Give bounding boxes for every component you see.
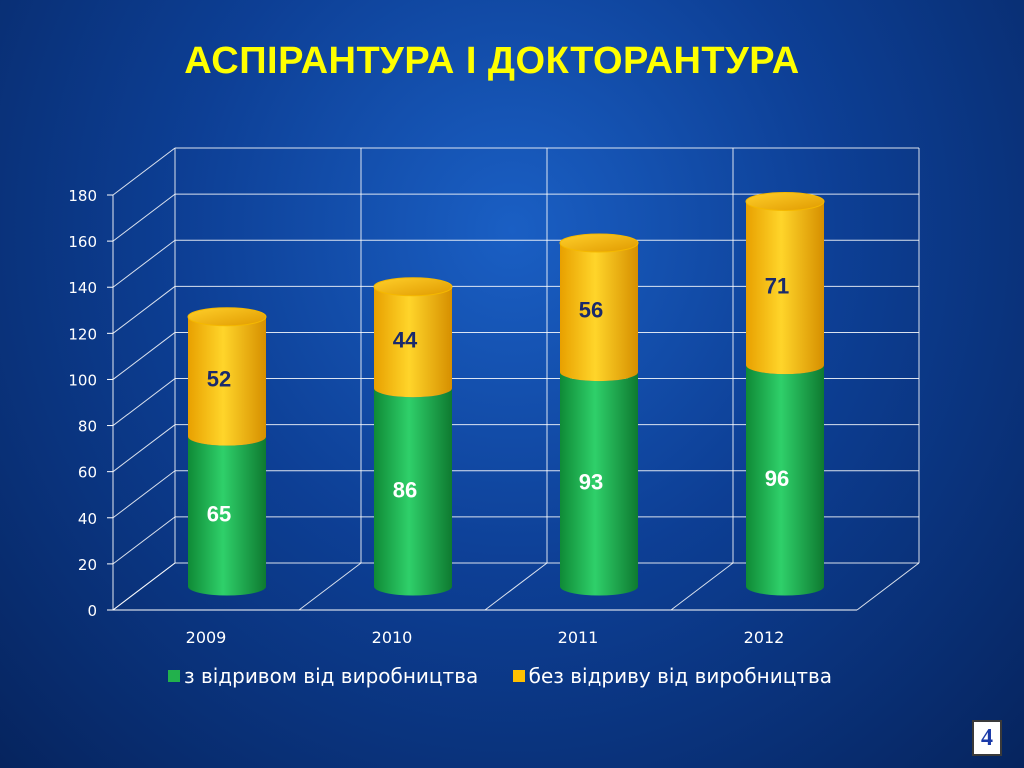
gridline-side [112, 147, 176, 196]
data-label: 93 [579, 469, 603, 494]
chart-axes: 0 20 40 60 80 100 120 140 160 180 2009 2010 2011 2012 [68, 187, 857, 647]
data-label: 44 [393, 328, 418, 353]
gridline-side [112, 516, 176, 565]
gridline-side [112, 332, 176, 380]
x-tick-label: 2010 [372, 628, 413, 647]
bar-segment-green [746, 365, 824, 596]
data-label: 56 [579, 298, 603, 323]
chart-labels: 65 52 86 44 93 56 96 71 [207, 273, 789, 526]
y-tick-label: 140 [68, 279, 97, 297]
x-tick-label: 2012 [744, 628, 785, 647]
floor-line [112, 562, 176, 611]
x-tick-label: 2009 [186, 628, 227, 647]
gridline-side [112, 470, 176, 519]
y-tick-label: 60 [78, 464, 97, 482]
x-tick-label: 2011 [558, 628, 599, 647]
y-tick-label: 0 [87, 602, 97, 620]
floor-line [484, 562, 548, 611]
y-tick-label: 80 [78, 418, 97, 436]
gridline-side [112, 285, 176, 334]
bar-top-cap [559, 233, 639, 253]
gridline-side [112, 193, 176, 242]
floor-line [856, 562, 920, 611]
data-label: 71 [765, 273, 789, 298]
page-number-badge: 4 [972, 720, 1002, 756]
bar-segment-yellow [746, 201, 824, 375]
data-label: 96 [765, 466, 789, 491]
gridline-side [112, 239, 176, 288]
bar-top-cap [373, 277, 453, 297]
y-tick-label: 40 [78, 510, 97, 528]
legend-label-series-2: без відриву від виробництва [528, 664, 833, 688]
bar-group-2010 [373, 277, 453, 596]
legend-swatch-yellow [512, 670, 525, 682]
bar-segment-green [374, 388, 452, 596]
legend-label-series-1: з відривом від виробництва [183, 664, 479, 688]
y-tick-label: 160 [68, 233, 97, 251]
bar-group-2011 [559, 233, 639, 596]
y-tick-label: 120 [68, 325, 97, 343]
y-tick-label: 100 [68, 371, 97, 389]
gridline-side [112, 378, 176, 426]
data-label: 86 [393, 477, 417, 502]
gridline-side [112, 424, 176, 473]
chart-bars [187, 191, 825, 596]
bar-segment-yellow [560, 242, 638, 382]
bar-top-cap [187, 307, 267, 327]
floor-line [670, 562, 734, 611]
legend-swatch-green [167, 670, 180, 682]
legend-item-series-2: без відриву від виробництва [512, 664, 833, 688]
slide-title: АСПІРАНТУРА І ДОКТОРАНТУРА [184, 40, 800, 82]
floor-line [298, 562, 362, 611]
y-tick-label: 180 [68, 187, 97, 205]
bar-segment-yellow [188, 316, 266, 446]
y-tick-label: 20 [78, 556, 97, 574]
bar-top-cap [745, 191, 825, 211]
chart-legend: з відривом від виробництва без відриву в… [0, 664, 1000, 688]
bar-segment-green [560, 372, 638, 596]
bar-segment-green [188, 436, 266, 596]
data-label: 65 [207, 502, 231, 527]
bar-group-2012 [745, 191, 825, 596]
bar-group-2009 [187, 307, 267, 596]
bar-segment-yellow [374, 286, 452, 398]
data-label: 52 [207, 367, 231, 392]
legend-item-series-1: з відривом від виробництва [167, 664, 479, 688]
